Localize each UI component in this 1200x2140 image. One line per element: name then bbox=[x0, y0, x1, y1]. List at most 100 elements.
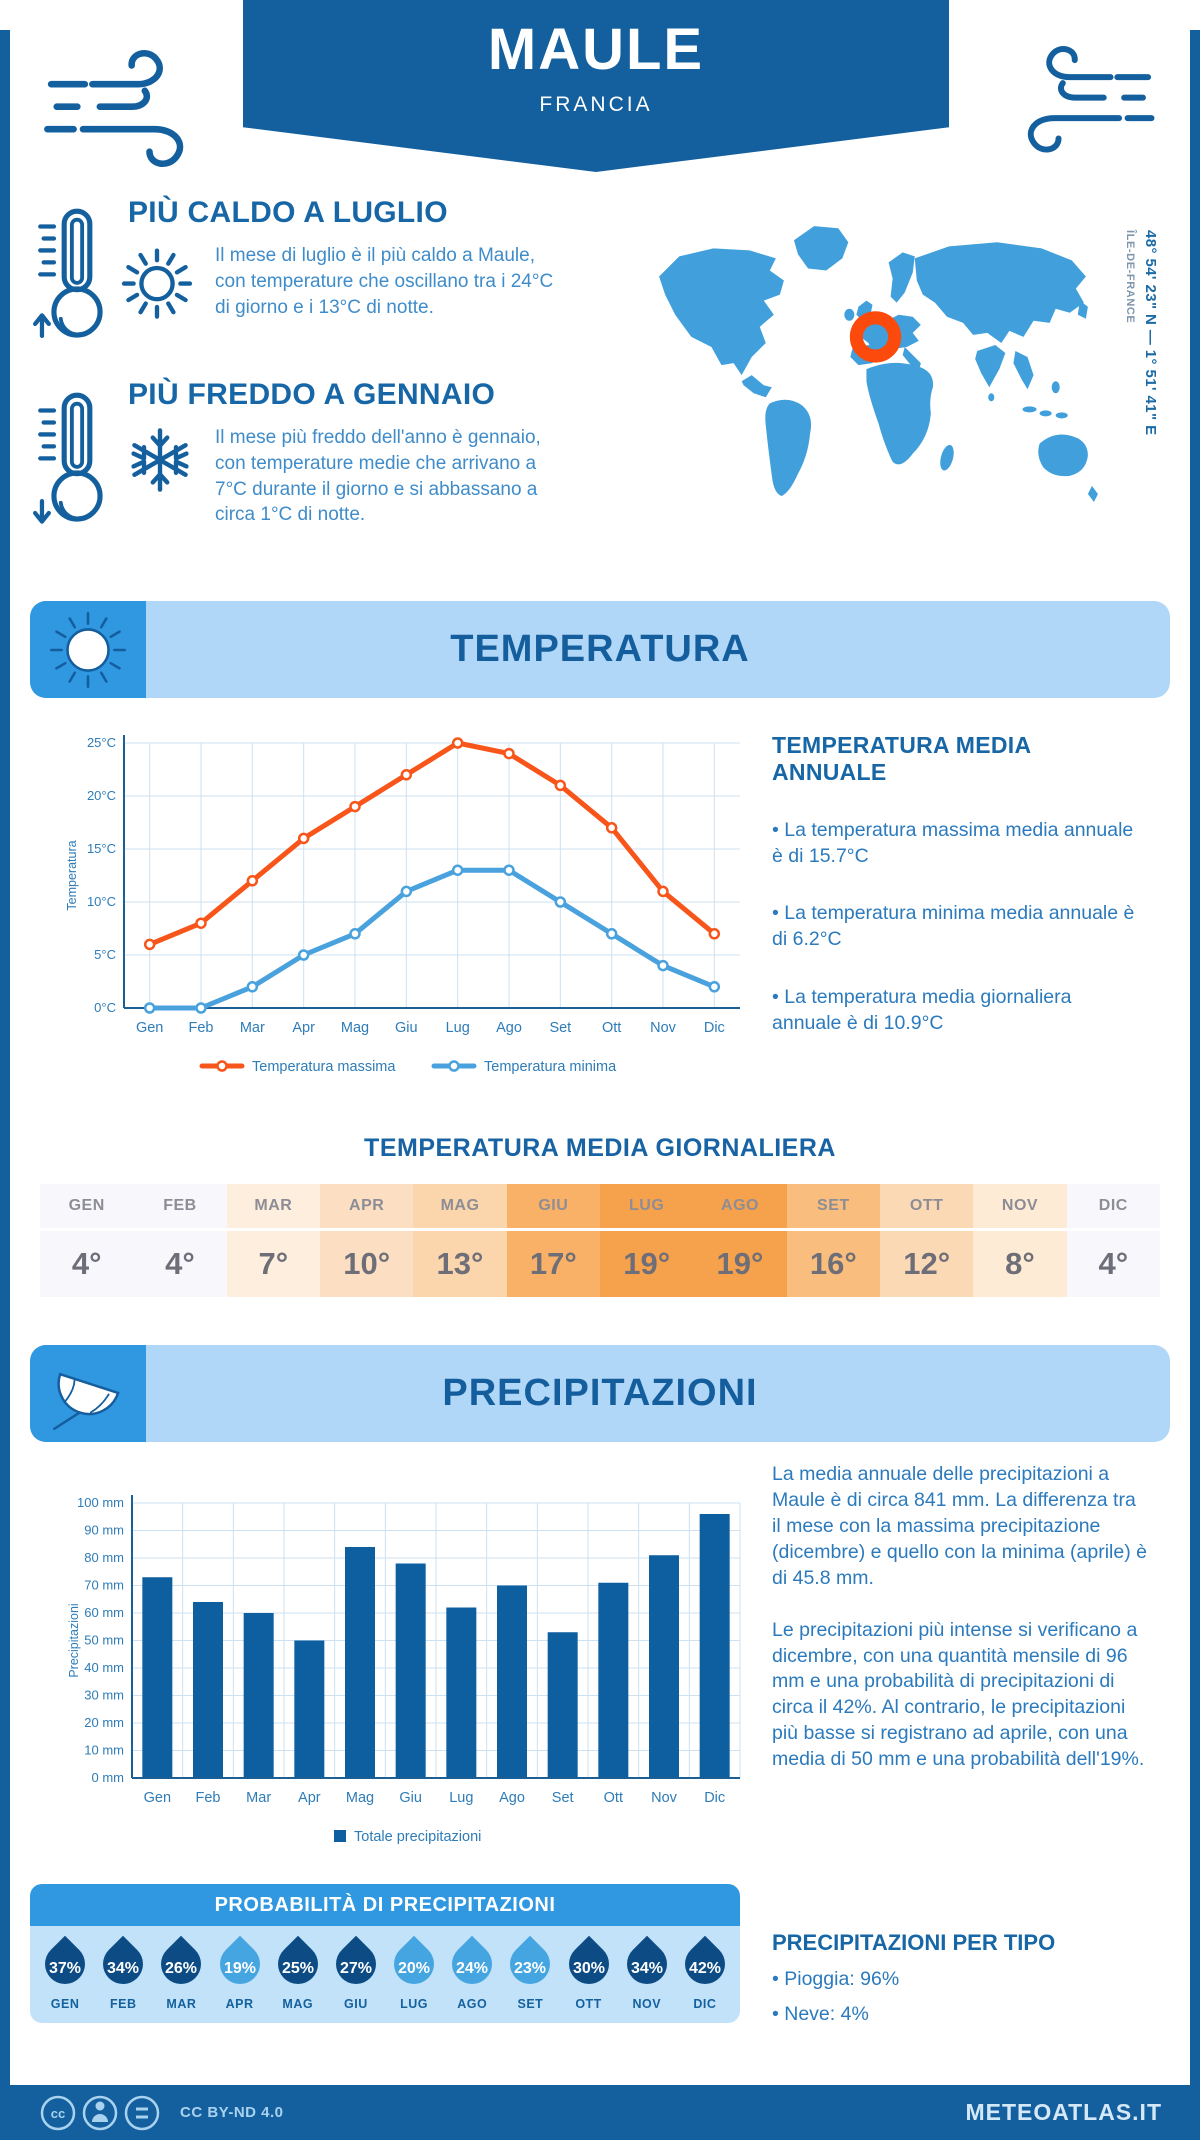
svg-text:Ott: Ott bbox=[602, 1020, 621, 1036]
temp-value: 4° bbox=[1066, 1231, 1160, 1297]
probability-slot: 24% AGO bbox=[443, 1934, 501, 2011]
month-header: MAR bbox=[226, 1184, 320, 1228]
svg-text:Apr: Apr bbox=[298, 1790, 321, 1806]
drop-month-label: MAG bbox=[282, 1997, 314, 2011]
temp-table-cell: LUG 19° bbox=[600, 1184, 694, 1297]
svg-text:0 mm: 0 mm bbox=[92, 1770, 125, 1785]
svg-text:Mag: Mag bbox=[341, 1020, 369, 1036]
svg-text:Precipitazioni: Precipitazioni bbox=[67, 1603, 81, 1677]
svg-text:Ott: Ott bbox=[604, 1790, 623, 1806]
precipitation-section-title: PRECIPITAZIONI bbox=[442, 1372, 758, 1414]
warm-title: PIÙ CALDO A LUGLIO bbox=[128, 196, 448, 229]
thermometer-up-icon bbox=[32, 208, 103, 339]
svg-text:20 mm: 20 mm bbox=[84, 1715, 124, 1730]
svg-text:100 mm: 100 mm bbox=[77, 1495, 124, 1510]
month-header: APR bbox=[320, 1184, 414, 1228]
wind-icon bbox=[44, 49, 184, 167]
annual-bullet: • La temperatura media giornaliera annua… bbox=[772, 985, 1072, 1034]
svg-text:cc: cc bbox=[51, 2106, 65, 2121]
footer-bar: cc CC BY-ND 4.0 METEOATLAS.IT bbox=[0, 2085, 1200, 2140]
svg-text:Nov: Nov bbox=[650, 1020, 677, 1036]
svg-text:30 mm: 30 mm bbox=[84, 1688, 124, 1703]
probability-slot: 25% MAG bbox=[269, 1934, 327, 2011]
svg-text:Temperatura massima: Temperatura massima bbox=[252, 1059, 396, 1075]
precipitation-tab bbox=[30, 1345, 146, 1442]
probability-value: 37% bbox=[49, 1959, 82, 1977]
month-header: MAG bbox=[413, 1184, 507, 1228]
raindrop-icon: 20% bbox=[385, 1935, 443, 1993]
month-header: OTT bbox=[880, 1184, 974, 1228]
svg-text:Temperatura minima: Temperatura minima bbox=[484, 1059, 617, 1075]
temp-value: 4° bbox=[40, 1231, 134, 1297]
precipitation-section-header: PRECIPITAZIONI bbox=[30, 1345, 1170, 1442]
probability-slot: 20% LUG bbox=[385, 1934, 443, 2011]
temp-table-cell: DIC 4° bbox=[1066, 1184, 1160, 1297]
temp-table-cell: AGO 19° bbox=[693, 1184, 787, 1297]
month-header: AGO bbox=[693, 1184, 787, 1228]
temp-table-cell: GIU 17° bbox=[506, 1184, 600, 1297]
svg-text:25°C: 25°C bbox=[87, 735, 116, 750]
drop-month-label: MAR bbox=[166, 1997, 197, 2011]
svg-text:15°C: 15°C bbox=[87, 841, 116, 856]
raindrop-icon: 30% bbox=[560, 1935, 617, 1993]
svg-text:Feb: Feb bbox=[196, 1790, 221, 1806]
svg-text:Ago: Ago bbox=[496, 1020, 522, 1036]
temp-table-cell: MAR 7° bbox=[226, 1184, 320, 1297]
svg-text:80 mm: 80 mm bbox=[84, 1550, 124, 1565]
header-banner: MAULE FRANCIA bbox=[243, 0, 949, 172]
probability-value: 23% bbox=[514, 1959, 547, 1977]
drop-month-label: DIC bbox=[693, 1997, 717, 2011]
raindrop-icon: 34% bbox=[618, 1935, 676, 1993]
temp-value: 12° bbox=[880, 1231, 974, 1297]
sun-badge-icon bbox=[50, 611, 126, 688]
raindrop-icon: 23% bbox=[502, 1935, 559, 1993]
svg-text:20°C: 20°C bbox=[87, 788, 116, 803]
snowflake-icon bbox=[131, 428, 189, 492]
svg-text:Lug: Lug bbox=[446, 1020, 470, 1036]
svg-text:Gen: Gen bbox=[144, 1790, 171, 1806]
wind-icon bbox=[1027, 46, 1155, 153]
svg-text:50 mm: 50 mm bbox=[84, 1633, 124, 1648]
raindrop-icon: 19% bbox=[211, 1935, 268, 1993]
svg-text:Giu: Giu bbox=[395, 1020, 418, 1036]
temp-table-cell: NOV 8° bbox=[973, 1184, 1067, 1297]
temp-value: 19° bbox=[693, 1231, 787, 1297]
page-subtitle: FRANCIA bbox=[539, 93, 653, 116]
daily-temp-table: GEN 4° FEB 4° MAR 7° APR 10° MAG 13° GIU 17° LUG 19° A… bbox=[40, 1184, 1160, 1297]
svg-text:10°C: 10°C bbox=[87, 894, 116, 909]
cold-title: PIÙ FREDDO A GENNAIO bbox=[128, 378, 496, 411]
svg-text:Mag: Mag bbox=[346, 1790, 374, 1806]
probability-slot: 34% NOV bbox=[618, 1934, 676, 2011]
raindrop-icon: 26% bbox=[153, 1935, 210, 1993]
svg-text:5°C: 5°C bbox=[94, 947, 116, 962]
month-header: NOV bbox=[973, 1184, 1067, 1228]
svg-text:Nov: Nov bbox=[651, 1790, 678, 1806]
month-header: FEB bbox=[133, 1184, 227, 1228]
probability-value: 24% bbox=[456, 1959, 489, 1977]
drop-month-label: GIU bbox=[344, 1997, 368, 2011]
cold-text: Il mese più freddo dell'anno è gennaio, … bbox=[215, 427, 541, 526]
coordinates-label: 48° 54' 23" N — 1° 51' 41" E bbox=[1142, 230, 1159, 436]
precipitation-summary: La media annuale delle precipitazioni a … bbox=[772, 1462, 1148, 1799]
month-header: LUG bbox=[600, 1184, 694, 1228]
temp-table-cell: APR 10° bbox=[320, 1184, 414, 1297]
probability-slot: 27% GIU bbox=[327, 1934, 385, 2011]
drop-month-label: GEN bbox=[50, 1997, 80, 2011]
world-map bbox=[659, 226, 1098, 502]
temperature-chart: Gen Feb Mar Apr Mag Giu Lug Ago Set Ott Nov Dic 0°C 5… bbox=[65, 735, 740, 1075]
temp-table-cell: FEB 4° bbox=[133, 1184, 227, 1297]
svg-text:Totale precipitazioni: Totale precipitazioni bbox=[354, 1829, 481, 1845]
raindrop-icon: 27% bbox=[327, 1935, 385, 1993]
raindrop-icon: 42% bbox=[676, 1935, 734, 1993]
annual-summary: TEMPERATURA MEDIA ANNUALE • La temperatu… bbox=[772, 732, 1144, 1036]
svg-text:Temperatura: Temperatura bbox=[65, 840, 79, 910]
location-marker bbox=[849, 311, 902, 363]
umbrella-icon bbox=[53, 1372, 120, 1430]
temp-value: 7° bbox=[226, 1231, 320, 1297]
svg-text:Lug: Lug bbox=[449, 1790, 473, 1806]
raindrop-icon: 37% bbox=[36, 1935, 94, 1993]
probability-value: 19% bbox=[223, 1959, 256, 1977]
svg-text:90 mm: 90 mm bbox=[84, 1523, 124, 1538]
region-label: ÎLE-DE-FRANCE bbox=[1124, 230, 1136, 324]
